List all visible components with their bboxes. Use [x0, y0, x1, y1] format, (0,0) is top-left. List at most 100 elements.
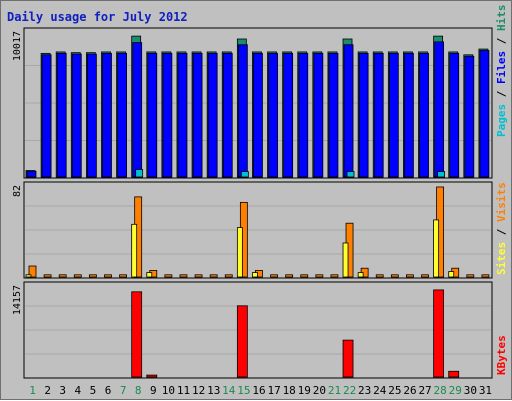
- sites-bar: [252, 272, 258, 278]
- x-tick-label: 19: [298, 384, 311, 397]
- visits-bar: [209, 274, 218, 278]
- legend-separator: /: [495, 84, 508, 104]
- pages-bar: [240, 171, 249, 178]
- files-bar: [419, 52, 429, 178]
- x-tick-label: 3: [59, 384, 66, 397]
- visits-bar: [421, 274, 429, 278]
- panel-2-ymax-label: 14157: [12, 285, 23, 315]
- kbytes-bar: [342, 339, 354, 378]
- sites-bar: [146, 272, 153, 278]
- visits-bar: [285, 274, 294, 278]
- legend-sites: Sites: [495, 242, 508, 275]
- files-bar: [434, 41, 445, 178]
- x-tick-label: 26: [403, 384, 416, 397]
- files-bar: [117, 52, 127, 178]
- panel-1-legend: Sites / Visits: [495, 182, 508, 275]
- files-bar: [86, 53, 97, 178]
- x-tick-label: 11: [177, 384, 190, 397]
- files-bar: [132, 42, 143, 178]
- visits-bar: [104, 274, 112, 278]
- sites-bar: [236, 227, 243, 278]
- x-tick-label: 13: [207, 384, 220, 397]
- x-tick-label: 14: [222, 384, 236, 397]
- kbytes-bar: [131, 291, 143, 378]
- visits-bar: [28, 265, 37, 278]
- x-tick-label: 8: [135, 384, 142, 397]
- x-tick-label: 23: [358, 384, 371, 397]
- visits-bar: [164, 274, 173, 278]
- visits-bar: [43, 274, 52, 278]
- legend-kbytes: KBytes: [495, 335, 508, 375]
- visits-bar: [466, 274, 475, 278]
- visits-bar: [119, 274, 127, 278]
- visits-bar: [224, 274, 233, 278]
- x-tick-label: 20: [313, 384, 326, 397]
- sites-bar: [448, 271, 455, 278]
- files-bar: [343, 44, 354, 178]
- x-tick-label: 27: [418, 384, 431, 397]
- panel-0-ymax-label: 10017: [12, 31, 23, 61]
- x-tick-label: 6: [105, 384, 112, 397]
- visits-bar: [88, 274, 97, 278]
- files-bar: [71, 53, 82, 178]
- sites-bar: [342, 242, 349, 278]
- visits-bar: [194, 274, 203, 278]
- x-tick-label: 18: [283, 384, 296, 397]
- kbytes-bar: [448, 370, 460, 378]
- files-bar: [41, 54, 52, 178]
- x-tick-label: 7: [120, 384, 127, 397]
- x-tick-label: 31: [479, 384, 492, 397]
- files-bar: [222, 52, 233, 178]
- files-bar: [449, 52, 460, 178]
- files-bar: [253, 52, 263, 178]
- x-tick-label: 16: [252, 384, 265, 397]
- x-tick-label: 21: [328, 384, 341, 397]
- pages-bar: [437, 171, 446, 178]
- visits-bar: [330, 274, 339, 278]
- legend-pages: Pages: [495, 104, 508, 137]
- panel-1-ymax-label: 82: [12, 185, 23, 197]
- files-bar: [177, 52, 188, 178]
- visits-bar: [390, 274, 399, 278]
- files-bar: [56, 52, 67, 178]
- files-bar: [479, 50, 490, 178]
- visits-bar: [481, 274, 490, 278]
- sites-bar: [131, 223, 138, 278]
- legend-files: Files: [495, 51, 508, 84]
- x-tick-label: 29: [449, 384, 462, 397]
- panel-0-legend: Pages / Files / Hits: [495, 5, 508, 138]
- files-bar: [313, 52, 324, 178]
- kbytes-bar: [433, 289, 445, 378]
- visits-bar: [73, 274, 82, 278]
- x-tick-label: 22: [343, 384, 356, 397]
- x-tick-label: 12: [192, 384, 205, 397]
- kbytes-bar: [236, 305, 248, 378]
- files-bar: [192, 52, 203, 178]
- x-tick-label: 24: [373, 384, 387, 397]
- x-tick-label: 15: [237, 384, 250, 397]
- x-tick-label: 5: [90, 384, 97, 397]
- files-bar: [268, 52, 278, 178]
- files-bar: [358, 52, 369, 178]
- files-bar: [283, 52, 294, 178]
- visits-bar: [406, 274, 414, 278]
- files-bar: [207, 52, 218, 178]
- legend-separator: /: [495, 222, 508, 242]
- files-bar: [162, 52, 173, 178]
- visits-bar: [179, 274, 188, 278]
- files-bar: [404, 52, 414, 178]
- legend-hits: Hits: [495, 5, 508, 32]
- files-bar: [26, 170, 37, 178]
- x-tick-label: 4: [75, 384, 82, 397]
- files-bar: [298, 52, 309, 178]
- files-bar: [147, 52, 158, 178]
- pages-bar: [135, 169, 144, 178]
- visits-bar: [270, 274, 278, 278]
- pages-bar: [346, 171, 355, 178]
- files-bar: [388, 52, 399, 178]
- x-tick-label: 10: [162, 384, 175, 397]
- visits-bar: [58, 274, 67, 278]
- files-bar: [102, 52, 112, 178]
- visits-bar: [300, 274, 309, 278]
